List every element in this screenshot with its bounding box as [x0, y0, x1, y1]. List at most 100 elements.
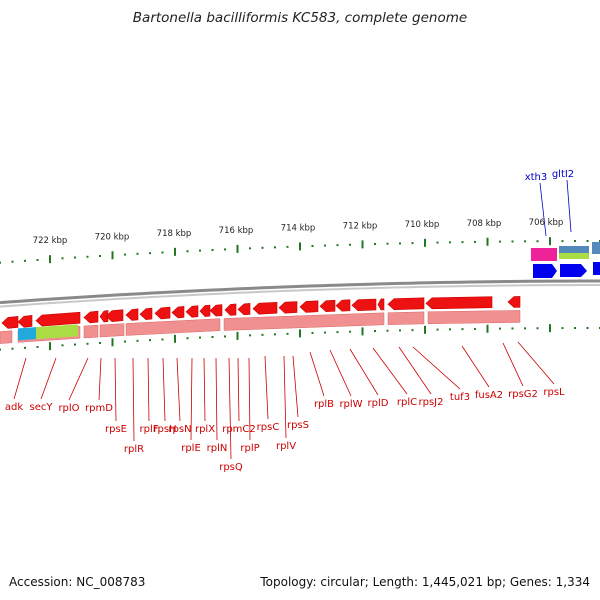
leader-line — [68, 357, 89, 401]
gene-box-magenta — [531, 248, 557, 261]
kbp-label: 722 kbp — [33, 236, 68, 246]
leader-line — [98, 357, 102, 401]
gene-arrow-red — [507, 296, 521, 308]
gene-label-rplF: rplF — [140, 424, 159, 435]
gene-label-rpsG2: rpsG2 — [508, 389, 538, 400]
leader-line — [309, 351, 325, 397]
leader-line — [162, 357, 166, 422]
gene-label-rpsJ2: rpsJ2 — [419, 397, 444, 408]
leader-line — [372, 347, 408, 395]
gene-label-rpsH: rpsH — [153, 424, 176, 435]
leader-line-blue — [539, 182, 547, 237]
gene-arrow-red — [335, 299, 351, 312]
gene-arrow-blue-edge — [593, 262, 600, 275]
gene-label-rpmC2: rpmC2 — [222, 424, 256, 435]
gene-box-cyan — [18, 327, 36, 341]
leader-line — [13, 357, 27, 400]
accession-text: Accession: NC_008783 — [9, 575, 146, 589]
gene-label-rplD: rplD — [368, 398, 389, 409]
gene-label-rpsC: rpsC — [257, 422, 280, 433]
gene-arrow-red — [125, 308, 139, 321]
leader-line — [237, 357, 240, 422]
genome-stats-text: Topology: circular; Length: 1,445,021 bp… — [260, 575, 590, 589]
kbp-label: 710 kbp — [405, 220, 440, 230]
backbone-inner — [0, 284, 600, 308]
kbp-label: 712 kbp — [343, 221, 378, 231]
gene-label-rplB: rplB — [314, 399, 334, 410]
gene-arrow-red — [319, 299, 336, 313]
gene-arrow-red — [237, 303, 251, 316]
gene-label-rplX: rplX — [195, 424, 215, 435]
gene-label-rplV: rplV — [276, 441, 296, 452]
leader-line — [248, 357, 251, 441]
gene-arrow-red — [278, 301, 298, 314]
gene-arrow-red — [17, 315, 33, 328]
gene-arrow-red — [199, 304, 211, 317]
gene-box-pink — [427, 310, 521, 325]
gene-label-rpsN: rpsN — [168, 424, 191, 435]
leader-line — [176, 357, 181, 422]
gene-label-rpsQ: rpsQ — [219, 462, 243, 473]
gene-label-gltI2: gltI2 — [552, 169, 574, 180]
leader-line — [203, 357, 206, 422]
gene-arrow-red — [105, 309, 124, 322]
kbp-label: 714 kbp — [281, 223, 316, 233]
leader-line — [190, 357, 193, 441]
gene-arrow-red — [83, 310, 99, 324]
gene-label-fusA2: fusA2 — [475, 390, 503, 401]
gene-arrow-red — [185, 305, 199, 318]
gene-label-rplO: rplO — [58, 403, 79, 414]
gene-arrow-red — [351, 298, 377, 311]
gene-arrow-red — [387, 297, 425, 311]
gene-arrow-red — [377, 298, 385, 311]
gene-label-rplN: rplN — [207, 443, 228, 454]
leader-line — [215, 357, 218, 441]
gene-label-tuf3: tuf3 — [450, 392, 470, 403]
gene-arrow-red — [35, 311, 81, 327]
leader-line — [264, 355, 269, 420]
gene-arrow-red — [252, 301, 278, 315]
leader-line — [461, 345, 490, 388]
leader-line — [349, 348, 379, 396]
gene-box-steelblue — [559, 246, 589, 253]
gene-label-rpmD: rpmD — [85, 403, 113, 414]
leader-line — [502, 342, 524, 387]
gene-box-pink — [0, 330, 13, 344]
leader-line — [329, 349, 352, 397]
kbp-label: 718 kbp — [157, 229, 192, 239]
gene-arrow-red — [299, 300, 319, 313]
gene-label-rplC: rplC — [397, 397, 417, 408]
gene-label-adk: adk — [5, 402, 23, 413]
gene-arrow-red — [224, 303, 237, 316]
gene-arrow-blue — [533, 264, 557, 278]
leader-line — [132, 357, 135, 442]
gene-arrow-red — [139, 307, 153, 321]
gene-box-lime — [36, 324, 78, 340]
gene-arrow-red — [425, 296, 493, 310]
gene-arrow-red — [1, 315, 19, 329]
gene-label-rplR: rplR — [124, 444, 144, 455]
gene-arrow-red — [209, 304, 223, 317]
gene-arrow-red — [171, 306, 185, 319]
leader-line — [398, 346, 432, 395]
gene-box-edge — [592, 242, 600, 254]
leader-line — [412, 346, 461, 390]
leader-line — [292, 355, 299, 418]
kbp-label: 720 kbp — [95, 232, 130, 242]
leader-line — [40, 357, 57, 400]
leader-line — [147, 357, 150, 422]
gene-arrow-blue — [560, 264, 587, 277]
gene-box-pink — [223, 312, 385, 331]
gene-box-pink — [83, 324, 99, 339]
leader-line — [228, 357, 232, 460]
kbp-label: 706 kbp — [529, 218, 564, 228]
gene-label-rpsE: rpsE — [105, 424, 127, 435]
gene-label-rpsL: rpsL — [543, 387, 565, 398]
gene-box-lime-right — [559, 253, 589, 259]
gene-label-rplP: rplP — [240, 443, 259, 454]
gene-box-pink — [387, 311, 425, 325]
leader-line — [114, 357, 117, 422]
leader-line-blue — [566, 179, 572, 233]
kbp-label: 716 kbp — [219, 226, 254, 236]
